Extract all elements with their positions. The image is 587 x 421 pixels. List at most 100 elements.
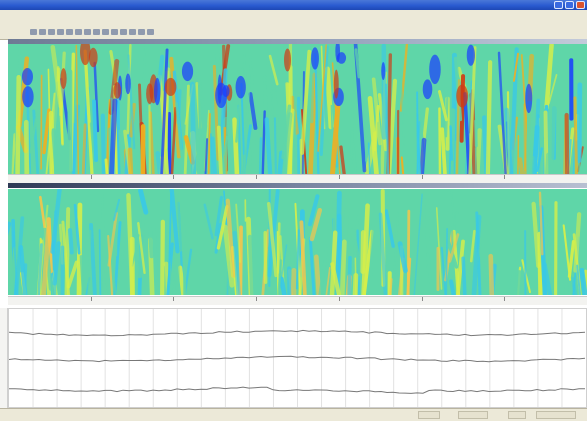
trace-plot[interactable] <box>8 308 587 408</box>
spectrogram-streak <box>448 127 452 174</box>
spectrogram-hotspot <box>125 73 131 95</box>
toolbar-button[interactable] <box>111 29 118 35</box>
spectrogram-streak <box>167 112 172 174</box>
toolbar-button[interactable] <box>57 29 64 35</box>
spectrogram-streak <box>449 125 454 161</box>
spectrogram-streak <box>155 151 163 174</box>
spectrogram-streak <box>167 192 173 295</box>
spectrogram-streak <box>165 231 173 295</box>
spectrogram-streak <box>224 269 228 295</box>
spectrogram-streak <box>113 221 122 295</box>
spectrogram-streak <box>325 267 331 295</box>
upper-spectrogram[interactable] <box>8 44 587 174</box>
spectrogram-streak <box>416 91 419 174</box>
spectrogram-streak <box>497 51 507 174</box>
spectrogram-streak <box>148 104 152 174</box>
toolbar-button[interactable] <box>93 29 100 35</box>
toolbar-button[interactable] <box>66 29 73 35</box>
toolbar-button[interactable] <box>102 29 109 35</box>
spectrogram-streak <box>518 157 525 174</box>
spectrogram-streak <box>214 222 222 254</box>
toolbar-button[interactable] <box>147 29 154 35</box>
minimize-icon[interactable] <box>554 1 563 9</box>
close-icon[interactable] <box>576 1 585 9</box>
spectrogram-streak <box>468 46 477 174</box>
spectrogram-streak <box>232 230 241 295</box>
toolbar-button[interactable] <box>30 29 37 35</box>
spectrogram-streak <box>308 237 316 295</box>
spectrogram-streak <box>523 103 527 174</box>
spectrogram-streak <box>289 248 295 295</box>
spectrogram-streak <box>579 267 587 295</box>
spectrogram-streak <box>560 130 567 174</box>
spectrogram-streak <box>189 81 197 174</box>
status-cell <box>458 411 488 419</box>
toolbar-button[interactable] <box>138 29 145 35</box>
menu-item[interactable] <box>50 12 68 17</box>
spectrogram-streak <box>203 203 214 240</box>
spectrogram-streak <box>406 209 411 295</box>
toolbar-button[interactable] <box>75 29 82 35</box>
spectrogram-streak <box>214 195 223 237</box>
spectrogram-streak <box>295 229 300 290</box>
spectrogram-streak <box>238 225 243 295</box>
toolbar-button[interactable] <box>120 29 127 35</box>
spectrogram-streak <box>351 130 357 174</box>
spectrogram-streak <box>127 147 134 174</box>
spectrogram-streak <box>314 53 320 174</box>
spectrogram-streak <box>299 220 307 295</box>
spectrogram-streak <box>449 279 456 295</box>
spectrogram-streak <box>378 212 388 295</box>
trace-line <box>8 329 586 337</box>
spectrogram-streak <box>267 202 278 278</box>
menu-item[interactable] <box>6 12 24 17</box>
axis-tick <box>173 175 175 179</box>
spectrogram-streak <box>169 189 180 254</box>
spectrogram-hotspot <box>284 48 291 72</box>
spectrogram-streak <box>207 113 211 174</box>
spectrogram-streak <box>391 212 399 295</box>
spectrogram-streak <box>240 154 246 174</box>
toolbar-button[interactable] <box>129 29 136 35</box>
spectrogram-streak <box>248 92 258 130</box>
spectrogram-streak <box>317 44 327 152</box>
spectrogram-streak <box>212 64 220 161</box>
axis-tick <box>338 297 340 301</box>
spectrogram-streak <box>307 194 320 227</box>
heat1-texture <box>8 44 587 174</box>
trace-axis-ruler <box>0 308 8 408</box>
spectrogram-streak <box>287 108 295 174</box>
spectrogram-streak <box>475 128 482 174</box>
axis-tick <box>421 297 423 301</box>
maximize-icon[interactable] <box>565 1 574 9</box>
spectrogram-streak <box>87 229 92 295</box>
spectrogram-streak <box>287 266 292 295</box>
spectrogram-streak <box>564 112 570 174</box>
trace-line <box>9 386 585 394</box>
spectrogram-streak <box>147 227 154 259</box>
spectrogram-streak <box>384 209 395 248</box>
spectrogram-streak <box>525 100 532 174</box>
spectrogram-streak <box>137 222 146 275</box>
spectrogram-streak <box>485 60 493 174</box>
lower-spectrogram[interactable] <box>8 189 587 295</box>
spectrogram-hotspot <box>466 44 475 66</box>
toolbar-button[interactable] <box>48 29 55 35</box>
spectrogram-streak <box>160 48 169 174</box>
spectrogram-streak <box>222 224 235 288</box>
spectrogram-hotspot <box>311 47 319 70</box>
toolbar-button[interactable] <box>84 29 91 35</box>
spectrogram-streak <box>536 147 543 173</box>
menu-item[interactable] <box>28 12 46 17</box>
spectrogram-streak <box>537 262 543 295</box>
spectrogram-streak <box>400 156 405 174</box>
title-bar[interactable] <box>0 0 587 10</box>
spectrogram-hotspot <box>88 47 98 68</box>
toolbar-button[interactable] <box>39 29 46 35</box>
spectrogram-hotspot <box>333 69 339 99</box>
spectrogram-streak <box>548 74 558 105</box>
spectrogram-streak <box>104 158 109 174</box>
spectrogram-streak <box>440 246 447 295</box>
spectrogram-streak <box>469 229 476 263</box>
spectrogram-streak <box>204 138 209 174</box>
